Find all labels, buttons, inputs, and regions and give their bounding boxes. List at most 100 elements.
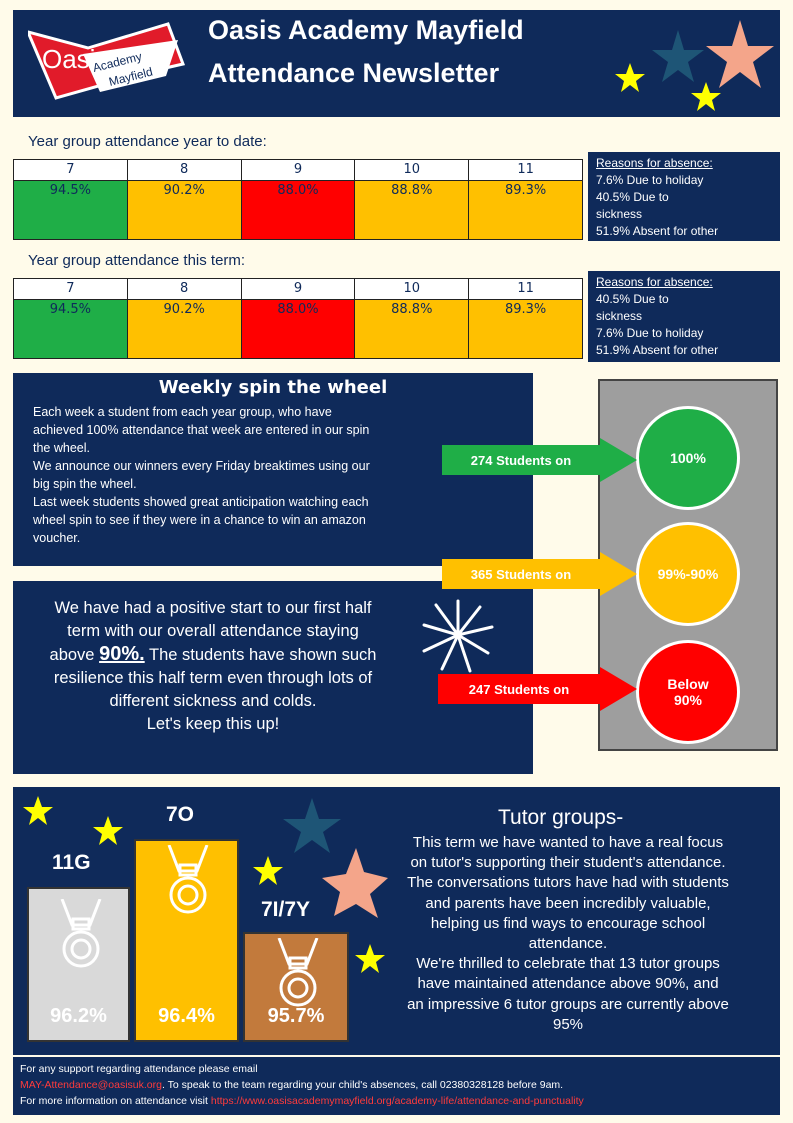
ytd-year-7: 7: [13, 159, 128, 181]
podium-7i7y: 95.7%: [243, 932, 349, 1042]
ytd-reasons-box: Reasons for absence: 7.6% Due to holiday…: [588, 152, 780, 241]
ytd-year-8: 8: [126, 159, 242, 181]
amber-arrow: 365 Students on: [442, 552, 637, 596]
ytd-reason-2: 40.5% Due to: [596, 190, 669, 204]
term-reasons-title: Reasons for absence:: [596, 275, 713, 289]
ytd-value-9: 88.0%: [240, 180, 356, 240]
tutor-line-10: 95%: [552, 1015, 584, 1033]
spin-line-5: big spin the wheel.: [33, 477, 137, 491]
term-attendance-table: 7 8 9 10 11 94.5% 90.2% 88.0% 88.8% 89.3…: [13, 278, 583, 359]
spin-line-8: voucher.: [33, 531, 81, 545]
attendance-page-link[interactable]: https://www.oasisacademymayfield.org/aca…: [210, 1095, 584, 1107]
positive-line-2: term with our overall attendance staying: [67, 622, 359, 640]
footer-line-3: For more information on attendance visit…: [13, 1093, 780, 1109]
tutor-line-2: on tutor's supporting their student's at…: [410, 854, 726, 872]
fireworks-icon: [422, 599, 494, 673]
logo-text-main: Oasis: [42, 44, 108, 74]
term-year-7: 7: [13, 278, 128, 300]
ytd-value-8: 90.2%: [126, 180, 242, 240]
green-arrow: 274 Students on: [442, 438, 637, 482]
term-reason-2: sickness: [596, 309, 643, 323]
ytd-value-7: 94.5%: [13, 180, 128, 240]
spin-line-7: wheel spin to see if they were in a chan…: [33, 513, 366, 527]
positive-start-panel: We have had a positive start to our firs…: [13, 581, 533, 774]
spin-wheel-body: Each week a student from each year group…: [33, 403, 453, 547]
ytd-year-11: 11: [468, 159, 583, 181]
footer-line-3-text: For more information on attendance visit: [20, 1095, 208, 1107]
positive-above: above: [49, 646, 95, 664]
oasis-logo: Oasis Academy Mayfield: [25, 14, 188, 104]
term-value-8: 90.2%: [126, 299, 242, 359]
tutor-groups-body: This term we have wanted to have a real …: [380, 833, 756, 1035]
red-arrow-label: 247 Students on: [468, 681, 570, 697]
term-value-9: 88.0%: [240, 299, 356, 359]
tutor-line-3: The conversations tutors have had with s…: [407, 874, 729, 892]
ytd-year-10: 10: [354, 159, 470, 181]
light-green-label: 100%: [670, 450, 706, 466]
spin-line-1: Each week a student from each year group…: [33, 405, 332, 419]
term-value-10: 88.8%: [354, 299, 470, 359]
spin-line-6: Last week students showed great anticipa…: [33, 495, 369, 509]
positive-highlight-90: 90%.: [99, 643, 145, 665]
light-red-label: Below 90%: [667, 676, 708, 708]
tutor-line-7: We're thrilled to celebrate that 13 tuto…: [416, 955, 720, 973]
positive-line-3: above 90%. The students have shown such: [23, 643, 403, 667]
podium-label-7i7y: 7I/7Y: [261, 898, 311, 921]
podium-11g: 96.2%: [27, 887, 130, 1042]
red-arrow: 247 Students on: [438, 667, 637, 711]
ytd-attendance-table: 7 8 9 10 11 94.5% 90.2% 88.0% 88.8% 89.3…: [13, 159, 583, 240]
ytd-year-9: 9: [240, 159, 356, 181]
term-reasons-box: Reasons for absence: 40.5% Due to sickne…: [588, 271, 780, 362]
spin-line-3: the wheel.: [33, 441, 90, 455]
ytd-value-10: 88.8%: [354, 180, 470, 240]
positive-line-6: Let's keep this up!: [146, 715, 280, 733]
positive-line-5: different sickness and colds.: [109, 692, 317, 710]
term-year-9: 9: [240, 278, 356, 300]
term-value-11: 89.3%: [468, 299, 583, 359]
light-red-below-90: Below 90%: [636, 640, 740, 744]
term-reason-3: 7.6% Due to holiday: [596, 326, 704, 340]
term-year-11: 11: [468, 278, 583, 300]
spin-wheel-title: Weekly spin the wheel: [158, 377, 388, 398]
term-year-8: 8: [126, 278, 242, 300]
positive-line-4: resilience this half term even through l…: [53, 669, 373, 687]
podium-label-7o: 7O: [166, 803, 195, 826]
attendance-email-link[interactable]: MAY-Attendance@oasisuk.org: [20, 1079, 162, 1091]
term-value-7: 94.5%: [13, 299, 128, 359]
medal-icon: [60, 899, 102, 968]
light-amber-99-90: 99%-90%: [636, 522, 740, 626]
header-stars-icon: [615, 20, 774, 111]
ytd-title: Year group attendance year to date:: [28, 133, 267, 150]
light-green-100: 100%: [636, 406, 740, 510]
amber-arrow-label: 365 Students on: [470, 566, 572, 582]
positive-line-1: We have had a positive start to our firs…: [54, 599, 372, 617]
light-red-label-line2: 90%: [673, 692, 702, 708]
podium-7i7y-percent: 95.7%: [267, 1005, 325, 1027]
green-arrow-label: 274 Students on: [470, 452, 572, 468]
term-year-10: 10: [354, 278, 470, 300]
podium-label-11g: 11G: [52, 851, 91, 874]
spin-line-4: We announce our winners every Friday bre…: [33, 459, 370, 473]
tutor-line-6: attendance.: [528, 935, 608, 953]
podium-11g-percent: 96.2%: [50, 1005, 107, 1027]
footer-line-1: For any support regarding attendance ple…: [20, 1063, 258, 1075]
medal-icon: [167, 845, 209, 914]
podium-7o: 96.4%: [134, 839, 239, 1042]
ytd-reason-3: sickness: [596, 207, 643, 221]
positive-start-text: We have had a positive start to our firs…: [23, 597, 403, 736]
term-reason-1: 40.5% Due to: [596, 292, 669, 306]
spin-line-2: achieved 100% attendance that week are e…: [33, 423, 370, 437]
ytd-reason-4: 51.9% Absent for other: [596, 224, 719, 238]
footer: For any support regarding attendance ple…: [13, 1057, 780, 1115]
newsletter-title-line1: Oasis Academy Mayfield: [208, 15, 524, 45]
medal-icon: [277, 938, 319, 1007]
tutor-line-1: This term we have wanted to have a real …: [412, 834, 724, 851]
term-reason-4: 51.9% Absent for other: [596, 343, 719, 357]
term-title: Year group attendance this term:: [28, 252, 246, 269]
tutor-groups-title: Tutor groups-: [498, 806, 624, 829]
tutor-stars-icon: [23, 796, 388, 973]
light-amber-label: 99%-90%: [657, 566, 719, 582]
footer-line-2-rest: . To speak to the team regarding your ch…: [162, 1079, 564, 1091]
tutor-line-4: and parents have been incredibly valuabl…: [425, 894, 711, 912]
footer-line-2: MAY-Attendance@oasisuk.org. To speak to …: [13, 1077, 780, 1093]
